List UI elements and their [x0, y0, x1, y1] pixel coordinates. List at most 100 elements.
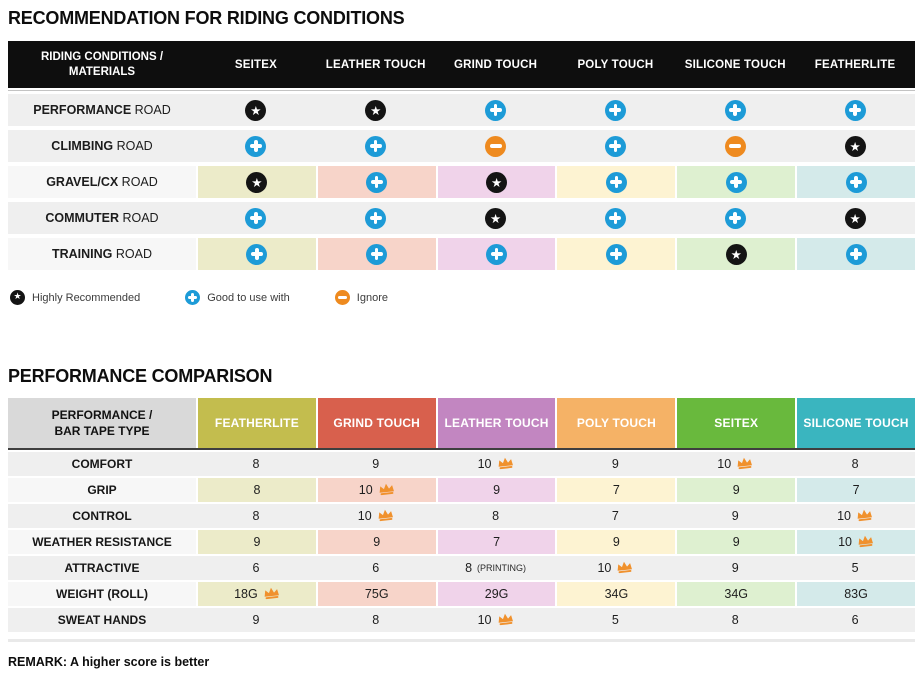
performance-cell: 83G	[795, 582, 915, 606]
minus-icon	[485, 135, 507, 157]
cell-value: 8	[492, 509, 500, 523]
riding-cell: ★	[196, 94, 316, 126]
cell-value: 9	[253, 535, 261, 549]
legend-label: Good to use with	[207, 291, 290, 304]
performance-cell: 34G	[555, 582, 676, 606]
cell-value: 10	[597, 561, 612, 575]
riding-cell	[435, 94, 556, 126]
performance-cell: 9	[435, 478, 556, 502]
legend-plus-icon	[185, 290, 201, 305]
riding-cell	[675, 94, 796, 126]
riding-cell	[196, 238, 316, 270]
performance-row-label: GRIP	[8, 478, 196, 502]
riding-cell	[555, 202, 676, 234]
cell-value: 9	[372, 457, 380, 471]
performance-header-row: PERFORMANCE / BAR TAPE TYPE FEATHERLITE G…	[8, 398, 915, 448]
cell-value: 8	[465, 561, 473, 575]
performance-row-label: SWEAT HANDS	[8, 608, 196, 632]
star-icon: ★	[486, 171, 508, 193]
crown-icon	[376, 508, 394, 522]
legend-item: ★ Highly Recommended	[10, 290, 140, 305]
cell-value: 7	[612, 483, 620, 497]
performance-cell: 9	[555, 530, 676, 554]
cell-value: 9	[732, 535, 740, 549]
riding-row-label-bold: GRAVEL/CX	[46, 175, 119, 189]
performance-cell: 10	[315, 478, 436, 502]
performance-cell: 9	[315, 452, 436, 476]
performance-cell: 10	[555, 556, 676, 580]
riding-cell	[555, 130, 676, 162]
riding-col-header: SILICONE TOUCH	[684, 58, 786, 71]
riding-cell	[435, 130, 556, 162]
cell-value: 5	[851, 561, 859, 575]
cell-value: 75G	[364, 587, 389, 601]
riding-row-label-rest: ROAD	[113, 139, 153, 153]
cell-value: 5	[611, 613, 619, 627]
crown-icon	[377, 482, 395, 496]
cell-value: 10	[358, 483, 373, 497]
riding-conditions-title: RECOMMENDATION FOR RIDING CONDITIONS	[8, 8, 405, 28]
legend: ★ Highly Recommended Good to use with Ignor…	[10, 290, 915, 305]
performance-title: PERFORMANCE COMPARISON	[8, 366, 273, 386]
performance-cell: 29G	[435, 582, 556, 606]
plus-icon	[366, 243, 388, 265]
star-icon: ★	[844, 207, 866, 229]
cell-value: 9	[612, 535, 620, 549]
performance-cell: 10	[435, 608, 556, 632]
cell-value: 9	[731, 561, 739, 575]
plus-icon	[604, 207, 626, 229]
plus-icon	[246, 243, 268, 265]
riding-row-label: TRAINING ROAD	[8, 238, 196, 270]
crown-icon	[496, 456, 514, 470]
cell-value: 8	[252, 509, 260, 523]
crown-icon	[856, 534, 874, 548]
cell-value: 8	[253, 483, 261, 497]
performance-cell: 9	[196, 608, 316, 632]
performance-cell: 5	[555, 608, 676, 632]
riding-header-label-line2: MATERIALS	[68, 65, 136, 78]
cell-value: 8	[731, 613, 739, 627]
riding-row-label-rest: ROAD	[119, 211, 159, 225]
riding-cell: ★	[795, 130, 915, 162]
performance-header-label-line1: PERFORMANCE /	[51, 407, 153, 422]
plus-icon	[485, 99, 507, 121]
cell-value: 8	[372, 613, 380, 627]
riding-cell: ★	[315, 94, 436, 126]
cell-value: 8	[851, 457, 859, 471]
riding-header-label-line1: RIDING CONDITIONS /	[40, 50, 164, 63]
performance-cell: 9	[675, 530, 796, 554]
plus-icon	[844, 99, 866, 121]
cell-value: 29G	[484, 587, 509, 601]
star-icon: ★	[246, 171, 268, 193]
performance-cell: 8	[196, 504, 316, 528]
riding-cell	[555, 94, 676, 126]
plus-icon	[724, 207, 746, 229]
legend-minus-icon	[334, 290, 350, 305]
riding-conditions-table: RIDING CONDITIONS / MATERIALS SEITEX LEAT…	[8, 41, 915, 270]
riding-cell: ★	[435, 166, 556, 198]
table-bottom-divider	[8, 639, 915, 642]
riding-row-label-bold: PERFORMANCE	[33, 103, 132, 117]
performance-row: GRIP 8 10 9 7 9 7	[8, 478, 915, 502]
plus-icon	[604, 99, 626, 121]
plus-icon	[845, 243, 867, 265]
performance-col-header: FEATHERLITE	[196, 398, 316, 448]
performance-row-label: CONTROL	[8, 504, 196, 528]
performance-header-divider	[8, 448, 915, 450]
performance-cell: 9	[196, 530, 316, 554]
performance-cell: 8	[795, 452, 915, 476]
riding-col-header: SEITEX	[234, 58, 277, 71]
cell-value: 7	[493, 535, 501, 549]
performance-header-label: PERFORMANCE / BAR TAPE TYPE	[8, 398, 196, 448]
performance-cell: 8	[435, 504, 556, 528]
riding-cell	[315, 238, 436, 270]
performance-cell: 10	[315, 504, 436, 528]
cell-value: 9	[731, 509, 739, 523]
riding-cell	[315, 202, 436, 234]
performance-cell: 34G	[675, 582, 796, 606]
cell-value: 9	[493, 483, 501, 497]
riding-col-header: POLY TOUCH	[577, 58, 654, 71]
performance-row: COMFORT 8 9 10 9 10 8	[8, 452, 915, 476]
cell-value: 9	[611, 457, 619, 471]
riding-cell	[675, 130, 796, 162]
